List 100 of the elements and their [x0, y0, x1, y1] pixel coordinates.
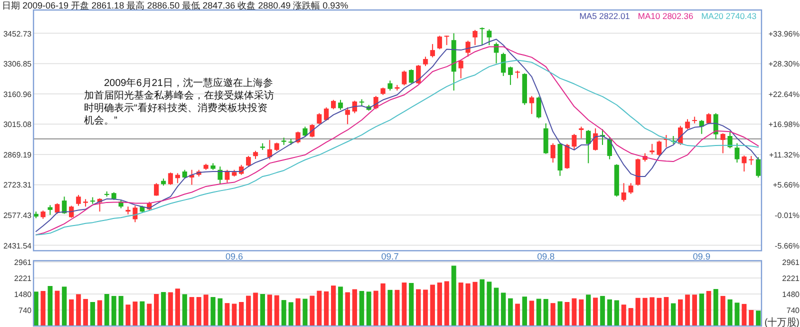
bar — [564, 302, 570, 326]
bar — [316, 290, 322, 326]
candlestick — [508, 66, 513, 86]
bar — [246, 296, 251, 326]
candlestick — [54, 202, 60, 214]
bar — [402, 282, 407, 326]
bar — [218, 298, 223, 326]
bar — [728, 299, 732, 326]
candlestick — [572, 133, 577, 150]
bar — [670, 303, 676, 326]
bar — [416, 289, 421, 326]
candlestick — [408, 68, 414, 84]
candlestick — [466, 40, 470, 58]
bar — [480, 279, 485, 326]
candlestick — [76, 194, 81, 206]
bar — [296, 298, 300, 326]
bar — [204, 294, 208, 326]
candlestick — [650, 143, 654, 155]
x-tick-label: 09.7 — [381, 252, 399, 262]
bar — [508, 298, 513, 326]
bar — [742, 304, 747, 326]
candlestick — [656, 140, 662, 156]
candlestick — [338, 99, 343, 110]
candlestick — [550, 142, 556, 164]
bar — [430, 284, 435, 326]
candlestick — [324, 106, 329, 122]
bar — [189, 297, 194, 326]
bar — [161, 292, 166, 326]
bar — [500, 292, 506, 326]
bar — [466, 283, 470, 326]
candlestick — [416, 64, 421, 84]
bar — [486, 282, 492, 326]
bar — [154, 294, 159, 326]
bar — [210, 297, 216, 326]
bar — [699, 294, 704, 326]
bar — [621, 304, 626, 326]
candlestick — [458, 60, 464, 79]
bar — [324, 291, 329, 326]
candlestick — [168, 172, 173, 186]
bar — [182, 294, 188, 326]
bar — [586, 294, 591, 326]
bar — [310, 296, 315, 326]
bar — [550, 303, 556, 326]
bar — [48, 286, 53, 326]
bar — [132, 302, 138, 326]
bar — [380, 283, 386, 326]
bar — [614, 300, 620, 326]
bar — [76, 294, 81, 326]
candlestick — [345, 106, 350, 125]
bar — [408, 282, 414, 326]
bar — [104, 294, 110, 326]
candlestick — [607, 136, 612, 160]
bar — [253, 292, 258, 326]
bar — [68, 299, 74, 326]
x-tick-label: 09.6 — [226, 252, 244, 262]
bar — [288, 302, 294, 326]
bar — [607, 299, 612, 326]
bar — [146, 304, 152, 326]
bar — [345, 292, 350, 326]
bar — [359, 290, 364, 326]
bar — [529, 300, 534, 326]
bar — [260, 294, 265, 326]
bar — [515, 304, 520, 326]
bar — [685, 294, 690, 326]
bar — [338, 286, 343, 326]
bar — [572, 298, 577, 326]
text: MA20 2740.43 — [701, 11, 757, 21]
candlestick — [154, 182, 159, 196]
bar — [692, 294, 697, 326]
candlestick — [593, 128, 598, 152]
bar — [140, 301, 145, 326]
bar — [224, 303, 230, 326]
bar — [54, 290, 60, 326]
text: MA5 2822.01 — [579, 11, 630, 21]
bar — [394, 290, 400, 326]
bar — [196, 297, 202, 326]
bar — [388, 290, 392, 326]
candlestick — [536, 96, 542, 119]
annotation: 日期 2009-06-19 开盘 2861.18 最高 2886.50 最低 2847.36 收盘 2880.49 涨跌幅 0.93% — [2, 0, 348, 10]
bar — [734, 302, 740, 326]
bar — [97, 300, 102, 326]
bar — [281, 300, 286, 326]
bar — [274, 295, 280, 326]
bar — [90, 302, 96, 326]
bar — [756, 310, 761, 326]
bar — [168, 292, 173, 326]
text: MA10 2802.36 — [638, 11, 694, 21]
bar — [331, 286, 336, 326]
candlestick — [316, 112, 322, 125]
bar — [536, 298, 542, 326]
candlestick — [48, 204, 53, 216]
candlestick — [515, 70, 520, 79]
bar — [458, 282, 464, 326]
x-tick-label: 09.8 — [537, 252, 555, 262]
bar — [232, 304, 237, 326]
candlestick — [734, 142, 740, 164]
x-tick-label: 09.9 — [692, 252, 710, 262]
bar — [678, 299, 683, 326]
candlestick — [68, 205, 74, 218]
candlestick — [720, 132, 726, 154]
